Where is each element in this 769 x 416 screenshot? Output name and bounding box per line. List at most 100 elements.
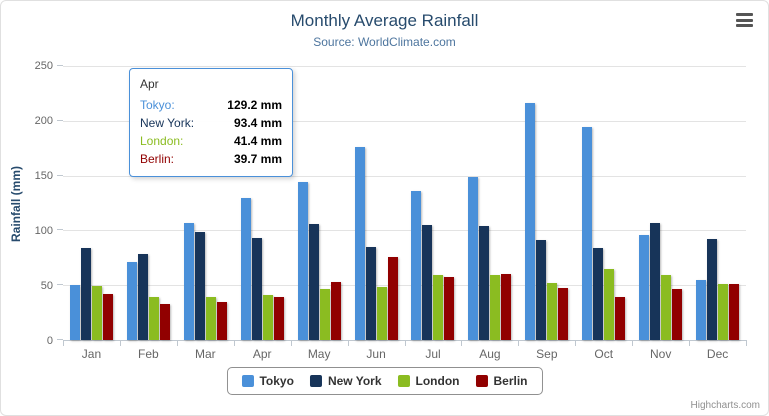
x-axis-tick	[119, 340, 121, 346]
bar-london-may[interactable]	[319, 288, 330, 340]
bar-london-mar[interactable]	[205, 296, 216, 340]
bar-new-york-sep[interactable]	[536, 240, 547, 340]
x-axis-label: Oct	[594, 347, 614, 361]
bar-berlin-oct[interactable]	[615, 297, 626, 340]
tooltip-series-name: London:	[140, 134, 184, 148]
bar-new-york-nov[interactable]	[650, 223, 661, 340]
credits-link[interactable]: Highcharts.com	[690, 400, 760, 411]
bar-london-feb[interactable]	[148, 297, 159, 340]
gridline	[63, 120, 746, 122]
bar-berlin-jan[interactable]	[102, 293, 113, 340]
bar-berlin-jul[interactable]	[444, 277, 455, 340]
bar-berlin-may[interactable]	[330, 282, 341, 340]
bar-tokyo-jun[interactable]	[354, 147, 365, 340]
bar-new-york-jan[interactable]	[80, 248, 91, 340]
legend-item-berlin[interactable]: Berlin	[475, 374, 528, 388]
bar-berlin-jun[interactable]	[387, 257, 398, 340]
y-axis-tick	[57, 65, 63, 66]
tooltip-series-name: New York:	[140, 116, 195, 130]
bar-london-jul[interactable]	[433, 275, 444, 340]
y-axis-label: 50	[40, 280, 53, 292]
bar-london-apr[interactable]	[262, 294, 273, 340]
bar-new-york-oct[interactable]	[593, 248, 604, 340]
bar-berlin-apr[interactable]	[273, 296, 284, 340]
bar-tokyo-feb[interactable]	[126, 261, 137, 340]
bar-new-york-may[interactable]	[308, 223, 319, 340]
tooltip: Apr Tokyo: 129.2 mm New York: 93.4 mm London…	[129, 68, 293, 177]
bar-new-york-jun[interactable]	[365, 247, 376, 340]
legend-item-london[interactable]: London	[397, 374, 460, 388]
bar-new-york-apr[interactable]	[251, 237, 262, 340]
bar-tokyo-oct[interactable]	[582, 127, 593, 340]
bar-berlin-mar[interactable]	[216, 302, 227, 340]
y-axis-label: 100	[34, 225, 53, 237]
bar-new-york-aug[interactable]	[479, 225, 490, 340]
bar-berlin-dec[interactable]	[729, 284, 740, 340]
tooltip-row: New York: 93.4 mm	[140, 114, 282, 132]
category-groups: Jan Feb Mar Apr May Jun Jul Aug Sep Oct Nov Dec	[63, 66, 746, 361]
legend-item-new-york[interactable]: New York	[309, 374, 382, 388]
bar-berlin-aug[interactable]	[501, 273, 512, 340]
bar-new-york-dec[interactable]	[707, 238, 718, 340]
bar-london-jun[interactable]	[376, 287, 387, 340]
legend-label: Tokyo	[259, 374, 294, 388]
tooltip-value: 93.4 mm	[233, 116, 282, 130]
bar-tokyo-apr[interactable]	[240, 198, 251, 340]
hamburger-menu-icon	[736, 13, 753, 16]
bar-tokyo-sep[interactable]	[525, 102, 536, 340]
x-axis-tick	[176, 340, 178, 346]
x-axis-label: Sep	[536, 347, 558, 361]
x-axis-label: Nov	[650, 347, 672, 361]
export-menu-button[interactable]	[736, 13, 753, 27]
chart-subtitle: Source: WorldClimate.com	[313, 35, 456, 49]
bar-new-york-mar[interactable]	[194, 232, 205, 340]
x-axis-tick	[63, 340, 64, 346]
bar-london-oct[interactable]	[604, 268, 615, 340]
y-axis-labels: 0 50 100 150 200 250	[1, 60, 53, 347]
x-axis-label: Jul	[425, 347, 441, 361]
legend-label: London	[415, 374, 460, 388]
bar-tokyo-jul[interactable]	[411, 191, 422, 340]
bar-berlin-sep[interactable]	[558, 287, 569, 340]
bar-london-dec[interactable]	[718, 283, 729, 340]
x-axis-tick	[404, 340, 406, 346]
bar-london-nov[interactable]	[661, 275, 672, 340]
bar-london-aug[interactable]	[490, 274, 501, 340]
x-axis-tick	[575, 340, 577, 346]
x-axis-label: Apr	[252, 347, 272, 361]
tooltip-value: 41.4 mm	[233, 134, 282, 148]
bar-tokyo-aug[interactable]	[468, 177, 479, 340]
y-axis-tick	[57, 119, 63, 121]
bar-tokyo-jan[interactable]	[69, 285, 80, 340]
y-axis-label: 250	[34, 60, 53, 72]
category-group-jul: Jul	[405, 66, 462, 361]
bar-tokyo-may[interactable]	[297, 182, 308, 340]
bar-tokyo-nov[interactable]	[639, 235, 650, 340]
x-axis-tick	[689, 340, 691, 346]
bar-london-jan[interactable]	[91, 286, 102, 340]
category-group-jan: Jan	[63, 66, 120, 361]
bar-tokyo-dec[interactable]	[696, 280, 707, 340]
x-axis-label: Aug	[479, 347, 501, 361]
tooltip-rows: Tokyo: 129.2 mm New York: 93.4 mm London: 41.…	[140, 96, 282, 168]
gridline	[63, 175, 746, 177]
bar-tokyo-mar[interactable]	[183, 223, 194, 340]
bar-berlin-feb[interactable]	[159, 303, 170, 340]
y-axis-tick	[57, 339, 63, 340]
category-group-feb: Feb	[120, 66, 177, 361]
bar-london-sep[interactable]	[547, 282, 558, 340]
category-group-nov: Nov	[632, 66, 689, 361]
tooltip-series-name: Tokyo:	[140, 98, 175, 112]
bar-berlin-nov[interactable]	[672, 288, 683, 340]
x-axis-label: Feb	[138, 347, 159, 361]
legend-item-tokyo[interactable]: Tokyo	[241, 374, 294, 388]
x-axis-tick	[461, 340, 463, 346]
plot-area: Jan Feb Mar Apr May Jun Jul Aug Sep Oct Nov Dec	[57, 65, 747, 361]
bar-new-york-jul[interactable]	[422, 224, 433, 340]
bar-new-york-feb[interactable]	[137, 253, 148, 340]
category-group-jun: Jun	[348, 66, 405, 361]
category-group-aug: Aug	[461, 66, 518, 361]
tooltip-value: 39.7 mm	[233, 152, 282, 166]
category-group-may: May	[291, 66, 348, 361]
